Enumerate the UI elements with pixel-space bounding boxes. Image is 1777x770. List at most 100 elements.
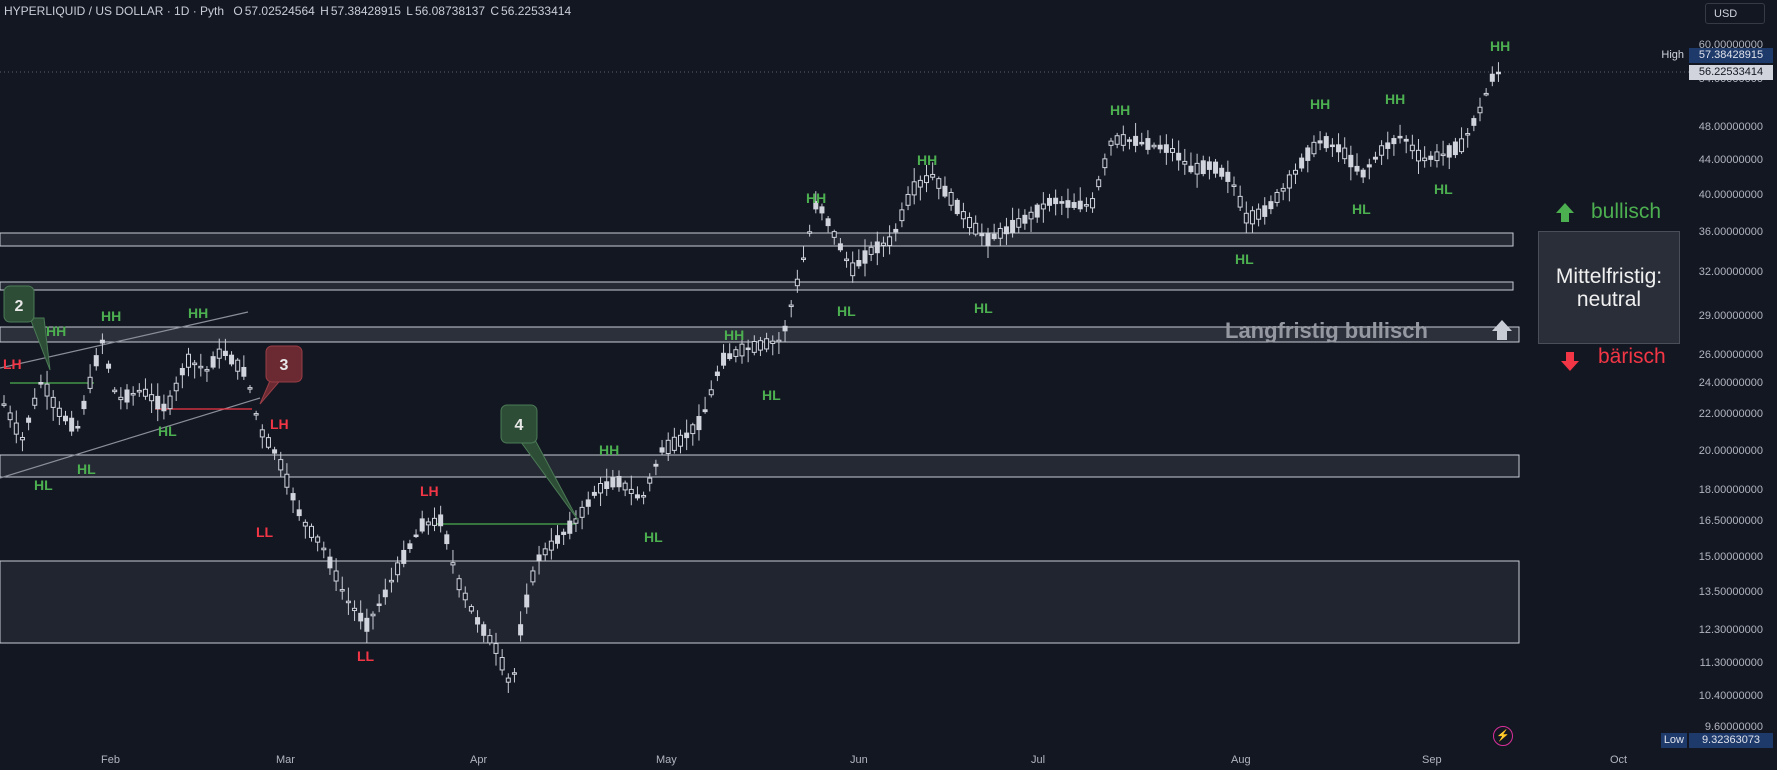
candle-body bbox=[63, 415, 68, 422]
candle-body bbox=[1422, 157, 1428, 162]
low-tag-label: Low bbox=[1660, 733, 1687, 748]
candle-body bbox=[764, 338, 770, 350]
swing-label-hl: HL bbox=[34, 477, 53, 493]
high-label: H bbox=[320, 4, 329, 18]
candle-body bbox=[911, 181, 917, 196]
swing-label-ll: LL bbox=[357, 648, 375, 664]
candle-body bbox=[979, 233, 985, 237]
callout-3: 3 bbox=[259, 345, 303, 405]
swing-label-lh: LH bbox=[3, 356, 22, 372]
candle-body bbox=[702, 409, 708, 413]
candle-body bbox=[542, 548, 548, 556]
candle-body bbox=[130, 392, 136, 396]
candle-body bbox=[530, 570, 536, 583]
candle-body bbox=[253, 413, 259, 416]
candle-body bbox=[1329, 144, 1335, 148]
channel-upper bbox=[0, 311, 249, 369]
candle-body bbox=[727, 353, 733, 360]
candle-body bbox=[1040, 203, 1046, 210]
candle-body bbox=[112, 389, 118, 393]
candle-body bbox=[19, 436, 25, 441]
candle-body bbox=[782, 325, 788, 332]
candle-body bbox=[75, 425, 81, 429]
candle-body bbox=[819, 206, 825, 214]
up-arrow-icon bbox=[1556, 203, 1574, 222]
swing-label-hh: HH bbox=[46, 323, 66, 339]
candle-body bbox=[1219, 167, 1225, 177]
month-tick-label: Oct bbox=[1610, 754, 1628, 766]
price-tick-label: 18.00000000 bbox=[1698, 484, 1763, 496]
callout-2: 2 bbox=[3, 285, 51, 371]
candle-body bbox=[222, 350, 228, 357]
swing-label-hl: HL bbox=[1235, 251, 1254, 267]
swing-label-hl: HL bbox=[644, 529, 663, 545]
high-tag-label: High bbox=[1658, 48, 1687, 63]
down-arrow-icon bbox=[1561, 352, 1579, 371]
candle-body bbox=[1354, 165, 1360, 172]
candle-body bbox=[487, 635, 493, 644]
candle-body bbox=[481, 624, 487, 636]
bearish-label: bärisch bbox=[1598, 345, 1666, 368]
price-tick-label: 29.00000000 bbox=[1698, 310, 1763, 322]
candle-body bbox=[204, 369, 210, 372]
candle-body bbox=[1243, 212, 1249, 224]
month-tick-label: Jul bbox=[1031, 754, 1046, 766]
candle-body bbox=[401, 549, 407, 564]
candle-body bbox=[659, 447, 665, 453]
candle-body bbox=[173, 382, 179, 392]
candle-body bbox=[333, 570, 339, 582]
up-arrow-grey-icon bbox=[1492, 320, 1512, 340]
candle-body bbox=[887, 236, 893, 247]
bullish-label: bullisch bbox=[1591, 200, 1662, 223]
candle-body bbox=[622, 482, 628, 491]
candle-body bbox=[733, 349, 739, 357]
lightning-icon[interactable]: ⚡ bbox=[1493, 726, 1513, 746]
candle-body bbox=[1003, 226, 1009, 235]
candle-body bbox=[370, 613, 376, 617]
candle-body bbox=[124, 389, 130, 403]
candle-body bbox=[1176, 152, 1182, 161]
price-tick-label: 24.00000000 bbox=[1698, 377, 1763, 389]
candle-body bbox=[1489, 73, 1495, 82]
candle-body bbox=[684, 432, 690, 439]
swing-label-hh: HH bbox=[1385, 91, 1405, 107]
candle-body bbox=[1010, 219, 1016, 234]
candle-body bbox=[1077, 200, 1083, 210]
month-tick-label: Jun bbox=[850, 754, 868, 766]
candle-body bbox=[1108, 140, 1114, 146]
swing-label-hl: HL bbox=[1434, 181, 1453, 197]
candle-body bbox=[1194, 162, 1200, 175]
close-label: C bbox=[490, 4, 500, 18]
candle-body bbox=[924, 175, 929, 184]
candle-body bbox=[87, 376, 93, 389]
swing-label-hl: HL bbox=[158, 423, 177, 439]
candle-body bbox=[1065, 200, 1071, 208]
candle-body bbox=[1090, 198, 1096, 209]
candle-body bbox=[1225, 171, 1231, 182]
candle-body bbox=[844, 258, 850, 262]
candle-body bbox=[1403, 138, 1409, 142]
candle-body bbox=[352, 607, 358, 612]
price-tick-label: 12.30000000 bbox=[1698, 624, 1763, 636]
candle-body bbox=[917, 179, 923, 188]
candle-body bbox=[1440, 153, 1446, 157]
candle-body bbox=[1249, 210, 1255, 225]
candle-body bbox=[149, 394, 155, 402]
price-tick-label: 48.00000000 bbox=[1698, 121, 1763, 133]
candle-body bbox=[880, 242, 886, 246]
candle-body bbox=[1145, 138, 1151, 150]
swing-label-hh: HH bbox=[724, 327, 744, 343]
candle-body bbox=[1170, 148, 1175, 153]
candle-body bbox=[837, 243, 843, 251]
mid-term-neutral-box: Mittelfristig: neutral bbox=[1538, 231, 1680, 344]
candle-body bbox=[1348, 154, 1354, 168]
candle-body bbox=[776, 339, 782, 343]
swing-label-hh: HH bbox=[917, 152, 937, 168]
candle-body bbox=[1397, 135, 1403, 139]
candle-body bbox=[444, 534, 450, 545]
candle-body bbox=[229, 354, 235, 365]
swing-label-lh: LH bbox=[420, 483, 439, 499]
currency-button[interactable]: USD bbox=[1705, 3, 1765, 24]
candle-body bbox=[1391, 138, 1397, 145]
